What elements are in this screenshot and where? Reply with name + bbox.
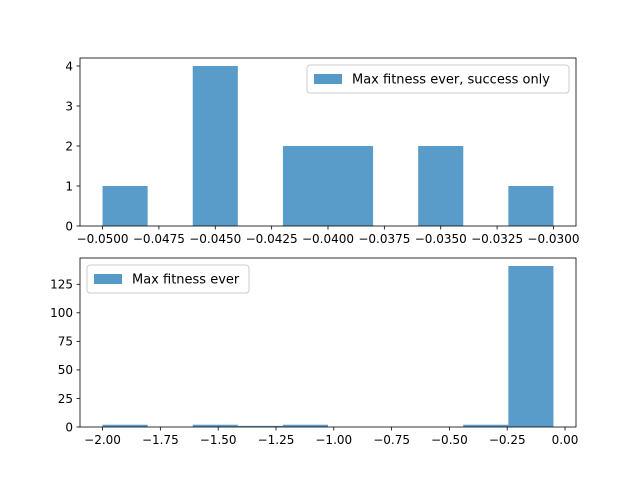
top-histogram-bars xyxy=(102,66,554,226)
bottom-legend-label: Max fitness ever xyxy=(132,273,240,288)
bottom-y-tick-label: 50 xyxy=(58,363,73,377)
bottom-y-tick-label: 125 xyxy=(50,278,73,292)
bottom-x-tick-label: −2.00 xyxy=(84,433,121,447)
top-legend-label: Max fitness ever, success only xyxy=(352,73,550,88)
bottom-histogram-bar-9 xyxy=(508,265,554,427)
top-y-tick-label: 0 xyxy=(65,219,73,233)
bottom-x-tick-label: −1.00 xyxy=(315,433,352,447)
bottom-x-tick-label: 0.00 xyxy=(552,433,579,447)
bottom-histogram-bar-0 xyxy=(102,424,148,427)
top-histogram-bar-7 xyxy=(418,146,464,226)
top-histogram-bar-9 xyxy=(508,186,554,226)
bottom-x-tick-label: −1.50 xyxy=(200,433,237,447)
top-legend-box xyxy=(306,64,570,94)
bottom-y-tick-label: 0 xyxy=(65,420,73,434)
top-histogram-axes: −0.0500 −0.0475 −0.0450 −0.0425 −0.0400 −0.03… xyxy=(65,57,579,246)
bottom-legend-swatch xyxy=(94,274,122,284)
top-histogram-bar-2 xyxy=(192,66,238,226)
bottom-y-tick-label: 75 xyxy=(58,335,73,349)
top-x-tick-label: −0.0450 xyxy=(189,232,241,246)
bottom-x-tick-label: −0.75 xyxy=(373,433,410,447)
top-histogram-bar-0 xyxy=(102,186,148,226)
bottom-histogram-bar-2 xyxy=(192,424,238,427)
top-histogram-panel: −0.0500 −0.0475 −0.0450 −0.0425 −0.0400 −0.03… xyxy=(65,57,579,246)
top-y-tick-label: 3 xyxy=(65,99,73,113)
bottom-legend-box xyxy=(86,264,250,294)
bottom-histogram-bar-8 xyxy=(463,424,509,427)
top-x-tick-label: −0.0300 xyxy=(527,232,579,246)
top-x-tick-label: −0.0325 xyxy=(471,232,523,246)
bottom-x-tick-label: −0.50 xyxy=(431,433,468,447)
bottom-histogram-panel: −2.00 −1.75 −1.50 −1.25 −1.00 −0.75 −0.50 −0.25… xyxy=(50,257,579,447)
bottom-histogram-bar-4 xyxy=(282,424,328,427)
top-x-tick-label: −0.0475 xyxy=(133,232,185,246)
bottom-histogram-legend: Max fitness ever xyxy=(86,264,250,294)
top-y-tick-label: 2 xyxy=(65,139,73,153)
bottom-y-tick-label: 100 xyxy=(50,306,73,320)
bottom-y-tick-label: 25 xyxy=(58,392,73,406)
bottom-histogram-axes: −2.00 −1.75 −1.50 −1.25 −1.00 −0.75 −0.50 −0.25… xyxy=(50,257,579,447)
top-x-tick-label: −0.0400 xyxy=(302,232,354,246)
bottom-x-tick-label: −1.25 xyxy=(258,433,295,447)
top-y-tick-label: 4 xyxy=(65,59,73,73)
top-legend-swatch xyxy=(314,74,342,84)
top-x-tick-label: −0.0350 xyxy=(415,232,467,246)
top-histogram-legend: Max fitness ever, success only xyxy=(306,64,570,94)
top-y-tick-label: 1 xyxy=(65,179,73,193)
bottom-histogram-bar-3 xyxy=(237,425,283,427)
bottom-histogram-bars xyxy=(102,265,554,427)
top-x-tick-label: −0.0425 xyxy=(246,232,298,246)
top-x-tick-label: −0.0375 xyxy=(358,232,410,246)
bottom-x-tick-label: −0.25 xyxy=(489,433,526,447)
top-histogram-bar-5 xyxy=(328,146,374,226)
bottom-axes-frame xyxy=(79,257,577,428)
top-histogram-bar-4 xyxy=(282,146,328,226)
top-x-tick-label: −0.0500 xyxy=(77,232,129,246)
bottom-x-tick-label: −1.75 xyxy=(142,433,179,447)
